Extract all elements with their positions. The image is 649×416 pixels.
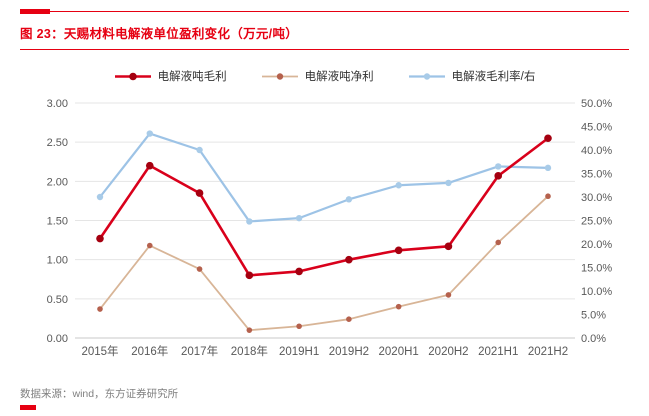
net-profit-per-ton-series-point (196, 266, 203, 272)
gross-margin-series-point (246, 218, 253, 225)
top-rule-line (20, 11, 629, 12)
gross-margin-series-point (96, 193, 104, 201)
net-profit-per-ton-series-point (146, 242, 153, 249)
gross-margin-series-point (196, 146, 203, 154)
net-profit-per-ton-series-point (445, 292, 452, 298)
gross-margin-series-point (445, 179, 452, 187)
gross-profit-per-ton-series-point (195, 189, 204, 197)
gross-profit-per-ton-series-point (295, 267, 303, 276)
legend-item-net-profit-per-ton-series: 电解液吨净利 (261, 68, 374, 84)
x-axis-tick-label: 2021H1 (478, 346, 518, 358)
legend-marker-icon (261, 72, 298, 80)
chart-area: 0.00 0.50 1.00 1.50 2.00 2.50 3.00 0.0% 5.0% 10.0… (0, 92, 649, 372)
gross-margin-series-point (495, 163, 502, 170)
right-axis-tick-label: 5.0% (581, 310, 606, 322)
gross-profit-per-ton-series-point (145, 161, 154, 170)
right-axis-tick-label: 0.0% (581, 333, 606, 345)
right-axis-tick-label: 40.0% (581, 145, 612, 157)
left-axis-tick-label: 2.00 (47, 176, 68, 188)
net-profit-per-ton-series-point (296, 323, 302, 330)
gross-margin-series-line (98, 132, 550, 223)
right-axis-tick-label: 30.0% (581, 192, 612, 204)
gross-profit-per-ton-series (96, 134, 552, 280)
net-profit-per-ton-series-line (99, 195, 549, 332)
figure-title: 图 23：天赐材料电解液单位盈利变化（万元/吨） (20, 27, 299, 41)
x-axis-tick-label: 2020H1 (379, 346, 419, 358)
x-axis-tick-label: 2017年 (181, 344, 218, 358)
gross-profit-per-ton-series-point (96, 234, 104, 243)
gross-profit-per-ton-series-line (98, 136, 550, 277)
left-axis-tick-label: 3.00 (47, 98, 68, 110)
legend-label: 电解液吨净利 (304, 71, 374, 83)
left-axis-tick-label: 1.00 (47, 255, 68, 267)
gross-profit-per-ton-series-point (494, 172, 503, 180)
gross-margin-series-point (544, 164, 552, 172)
net-profit-per-ton-series-point (495, 239, 502, 246)
left-axis-tick-label: 1.50 (47, 216, 68, 228)
x-axis-tick-label: 2019H1 (279, 346, 319, 358)
right-axis-tick-label: 15.0% (581, 263, 612, 275)
gross-margin-series-point (395, 182, 402, 189)
x-axis-tick-label: 2018年 (231, 344, 268, 358)
gross-profit-per-ton-series-point (394, 246, 403, 255)
gross-profit-per-ton-series-point (245, 271, 254, 280)
right-axis-tick-label: 35.0% (581, 169, 612, 181)
net-profit-per-ton-series-point (395, 303, 402, 310)
bottom-accent-bar (20, 405, 36, 410)
gross-margin-series-point (295, 214, 303, 222)
gross-margin-series (96, 130, 552, 225)
legend-marker-icon (114, 72, 151, 80)
legend-label: 电解液吨毛利 (157, 71, 227, 83)
chart-legend: 电解液吨毛利 电解液吨净利 电解液毛利率/右 (0, 66, 649, 86)
right-axis-tick-label: 45.0% (581, 122, 612, 134)
gross-margin-series-point (345, 196, 353, 203)
legend-item-gross-profit-per-ton-series: 电解液吨毛利 (114, 68, 227, 84)
left-axis-tick-label: 2.50 (47, 137, 68, 149)
right-axis-tick-label: 20.0% (581, 239, 612, 251)
gross-margin-series-point (146, 130, 153, 137)
x-axis-tick-label: 2021H2 (528, 346, 568, 358)
right-axis-tick-label: 25.0% (581, 216, 612, 228)
net-profit-per-ton-series-point (545, 193, 551, 200)
gross-profit-per-ton-series-point (544, 134, 552, 143)
left-axis-tick-label: 0.50 (47, 294, 68, 306)
legend-label: 电解液毛利率/右 (451, 71, 536, 83)
net-profit-per-ton-series-point (97, 306, 103, 312)
x-axis-tick-label: 2019H2 (329, 346, 369, 358)
net-profit-per-ton-series-point (246, 327, 253, 333)
net-profit-per-ton-series-point (346, 316, 352, 322)
right-axis-tick-label: 50.0% (581, 98, 612, 110)
x-axis-tick-label: 2015年 (81, 344, 118, 358)
legend-item-gross-margin-series: 电解液毛利率/右 (408, 68, 536, 84)
legend-marker-icon (408, 72, 445, 80)
x-axis-tick-label: 2016年 (131, 344, 168, 358)
title-divider-line (20, 49, 629, 50)
net-profit-per-ton-series (97, 193, 551, 333)
line-chart: 0.00 0.50 1.00 1.50 2.00 2.50 3.00 0.0% 5.0% 10.0… (47, 98, 613, 358)
gross-profit-per-ton-series-point (345, 255, 353, 264)
data-source-text: 数据来源：wind，东方证券研究所 (20, 388, 179, 400)
left-axis-tick-label: 0.00 (47, 333, 68, 345)
gross-profit-per-ton-series-point (444, 242, 453, 251)
x-axis-tick-label: 2020H2 (428, 346, 468, 358)
right-axis-tick-label: 10.0% (581, 286, 612, 298)
